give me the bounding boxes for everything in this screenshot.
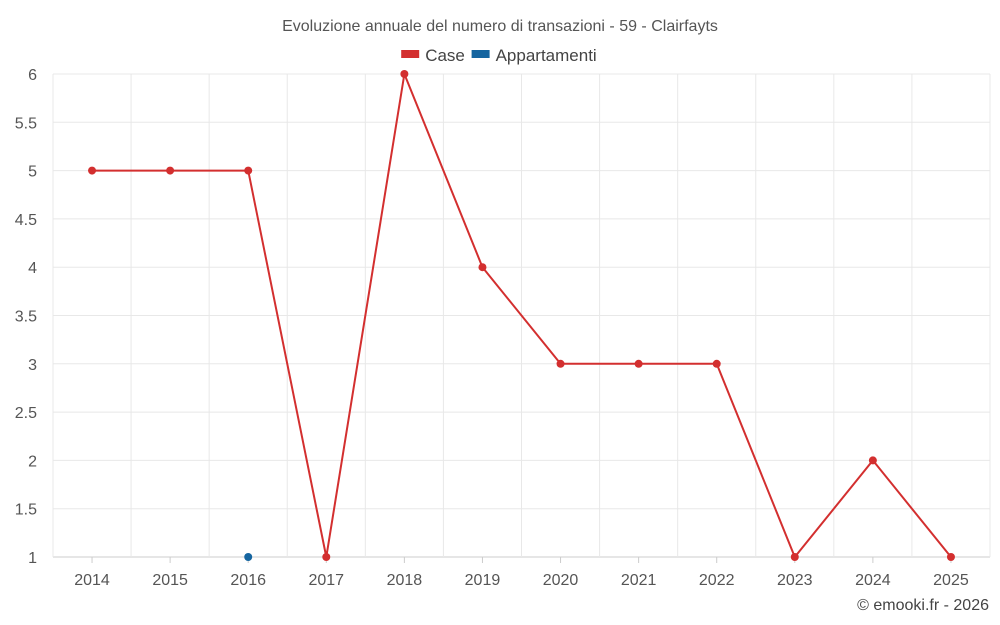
y-tick-label: 1 <box>28 550 37 567</box>
legend-item-appartamenti[interactable]: Appartamenti <box>471 46 597 65</box>
chart-title: Evoluzione annuale del numero di transaz… <box>282 18 718 35</box>
data-point[interactable] <box>88 166 97 175</box>
y-tick-label: 4.5 <box>15 212 37 229</box>
y-tick-label: 1.5 <box>15 502 37 519</box>
x-tick-label: 2024 <box>855 572 891 589</box>
legend-label: Case <box>425 46 465 65</box>
x-tick-label: 2019 <box>465 572 501 589</box>
data-point[interactable] <box>478 263 487 272</box>
data-point[interactable] <box>790 553 799 561</box>
y-tick-label: 2 <box>28 453 37 470</box>
y-tick-label: 5.5 <box>15 115 37 132</box>
data-point[interactable] <box>946 553 955 561</box>
x-tick-label: 2018 <box>387 572 423 589</box>
series-line <box>92 73 952 558</box>
x-tick-label: 2015 <box>152 572 188 589</box>
series-appartamenti <box>244 553 253 561</box>
x-tick-label: 2020 <box>543 572 579 589</box>
data-point[interactable] <box>166 166 175 175</box>
x-tick-label: 2017 <box>308 572 344 589</box>
data-point[interactable] <box>400 70 409 78</box>
x-tick-label: 2016 <box>230 572 266 589</box>
data-point[interactable] <box>712 359 721 368</box>
series-case <box>88 70 955 561</box>
legend-label: Appartamenti <box>496 46 597 65</box>
legend-swatch <box>471 50 490 58</box>
y-tick-label: 6 <box>28 67 37 84</box>
series-group <box>88 70 955 561</box>
x-tick-label: 2023 <box>777 572 813 589</box>
y-tick-label: 5 <box>28 164 37 181</box>
y-tick-label: 3.5 <box>15 309 37 326</box>
data-point[interactable] <box>244 166 253 175</box>
x-tick-label: 2022 <box>699 572 735 589</box>
data-point[interactable] <box>634 359 643 368</box>
legend: Case Appartamenti <box>401 46 597 65</box>
credit-text: © emooki.fr - 2026 <box>857 597 989 614</box>
y-tick-label: 3 <box>28 357 37 374</box>
legend-item-case[interactable]: Case <box>401 46 465 65</box>
x-tick-label: 2021 <box>621 572 657 589</box>
y-axis: 1 1.5 2 2.5 3 3.5 4 4.5 5 5.5 6 <box>15 67 37 567</box>
data-point[interactable] <box>868 456 877 465</box>
y-tick-label: 4 <box>28 260 37 277</box>
data-point[interactable] <box>322 553 331 561</box>
x-tick-label: 2014 <box>74 572 110 589</box>
data-point[interactable] <box>244 553 253 561</box>
x-tick-label: 2025 <box>933 572 969 589</box>
legend-swatch <box>401 50 420 58</box>
x-axis: 2014 2015 2016 2017 2018 2019 2020 2021 2022 2023… <box>74 557 969 589</box>
data-point[interactable] <box>556 359 565 368</box>
y-tick-label: 2.5 <box>15 405 37 422</box>
